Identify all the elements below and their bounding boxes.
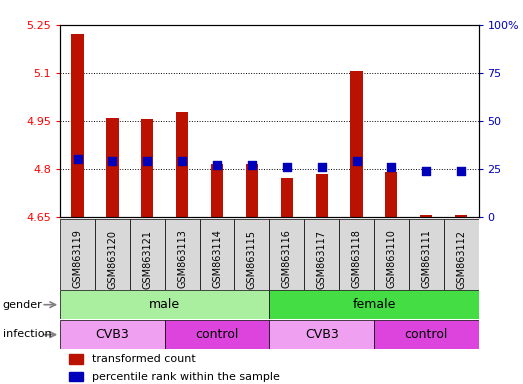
Text: GSM863120: GSM863120 [107, 230, 118, 288]
Point [178, 158, 186, 164]
Text: GSM863113: GSM863113 [177, 230, 187, 288]
Bar [69, 354, 83, 364]
Bar [269, 290, 479, 319]
Bar [165, 219, 200, 290]
Point [73, 156, 82, 162]
Text: GSM863111: GSM863111 [421, 230, 431, 288]
Point [213, 162, 221, 168]
Text: GSM863117: GSM863117 [316, 230, 327, 288]
Bar [60, 219, 95, 290]
Text: infection: infection [3, 329, 51, 339]
Text: GSM863114: GSM863114 [212, 230, 222, 288]
Text: GSM863115: GSM863115 [247, 230, 257, 288]
Text: GSM863121: GSM863121 [142, 230, 152, 288]
Text: CVB3: CVB3 [96, 328, 129, 341]
Point [387, 164, 395, 170]
Bar [281, 178, 293, 217]
Bar [409, 219, 444, 290]
Bar [315, 174, 328, 217]
Bar [141, 119, 153, 217]
Text: GSM863118: GSM863118 [351, 230, 361, 288]
Bar [211, 164, 223, 217]
Text: male: male [149, 298, 180, 311]
Point [353, 158, 361, 164]
Bar [106, 118, 119, 217]
Bar [420, 215, 433, 217]
Bar [234, 219, 269, 290]
Point [108, 158, 117, 164]
Text: control: control [196, 328, 238, 341]
Point [317, 164, 326, 170]
Point [143, 158, 152, 164]
Text: transformed count: transformed count [92, 354, 195, 364]
Bar [269, 320, 374, 349]
Bar [444, 219, 479, 290]
Bar [95, 219, 130, 290]
Text: female: female [353, 298, 395, 311]
Bar [269, 219, 304, 290]
Bar [246, 164, 258, 217]
Text: CVB3: CVB3 [305, 328, 338, 341]
Bar [350, 71, 362, 217]
Text: GSM863116: GSM863116 [282, 230, 292, 288]
Text: GSM863112: GSM863112 [456, 230, 466, 288]
Bar [304, 219, 339, 290]
Text: GSM863110: GSM863110 [386, 230, 396, 288]
Bar [165, 320, 269, 349]
Bar [60, 290, 269, 319]
Bar [130, 219, 165, 290]
Text: gender: gender [3, 300, 42, 310]
Bar [385, 172, 397, 217]
Text: control: control [405, 328, 448, 341]
Text: percentile rank within the sample: percentile rank within the sample [92, 372, 279, 382]
Bar [176, 112, 188, 217]
Bar [60, 320, 165, 349]
Point [248, 162, 256, 168]
Bar [374, 219, 409, 290]
Point [422, 168, 430, 174]
Point [282, 164, 291, 170]
Bar [72, 34, 84, 217]
Bar [339, 219, 374, 290]
Bar [455, 215, 467, 217]
Point [457, 168, 465, 174]
Text: GSM863119: GSM863119 [73, 230, 83, 288]
Bar [200, 219, 234, 290]
Bar [69, 372, 83, 381]
Bar [374, 320, 479, 349]
